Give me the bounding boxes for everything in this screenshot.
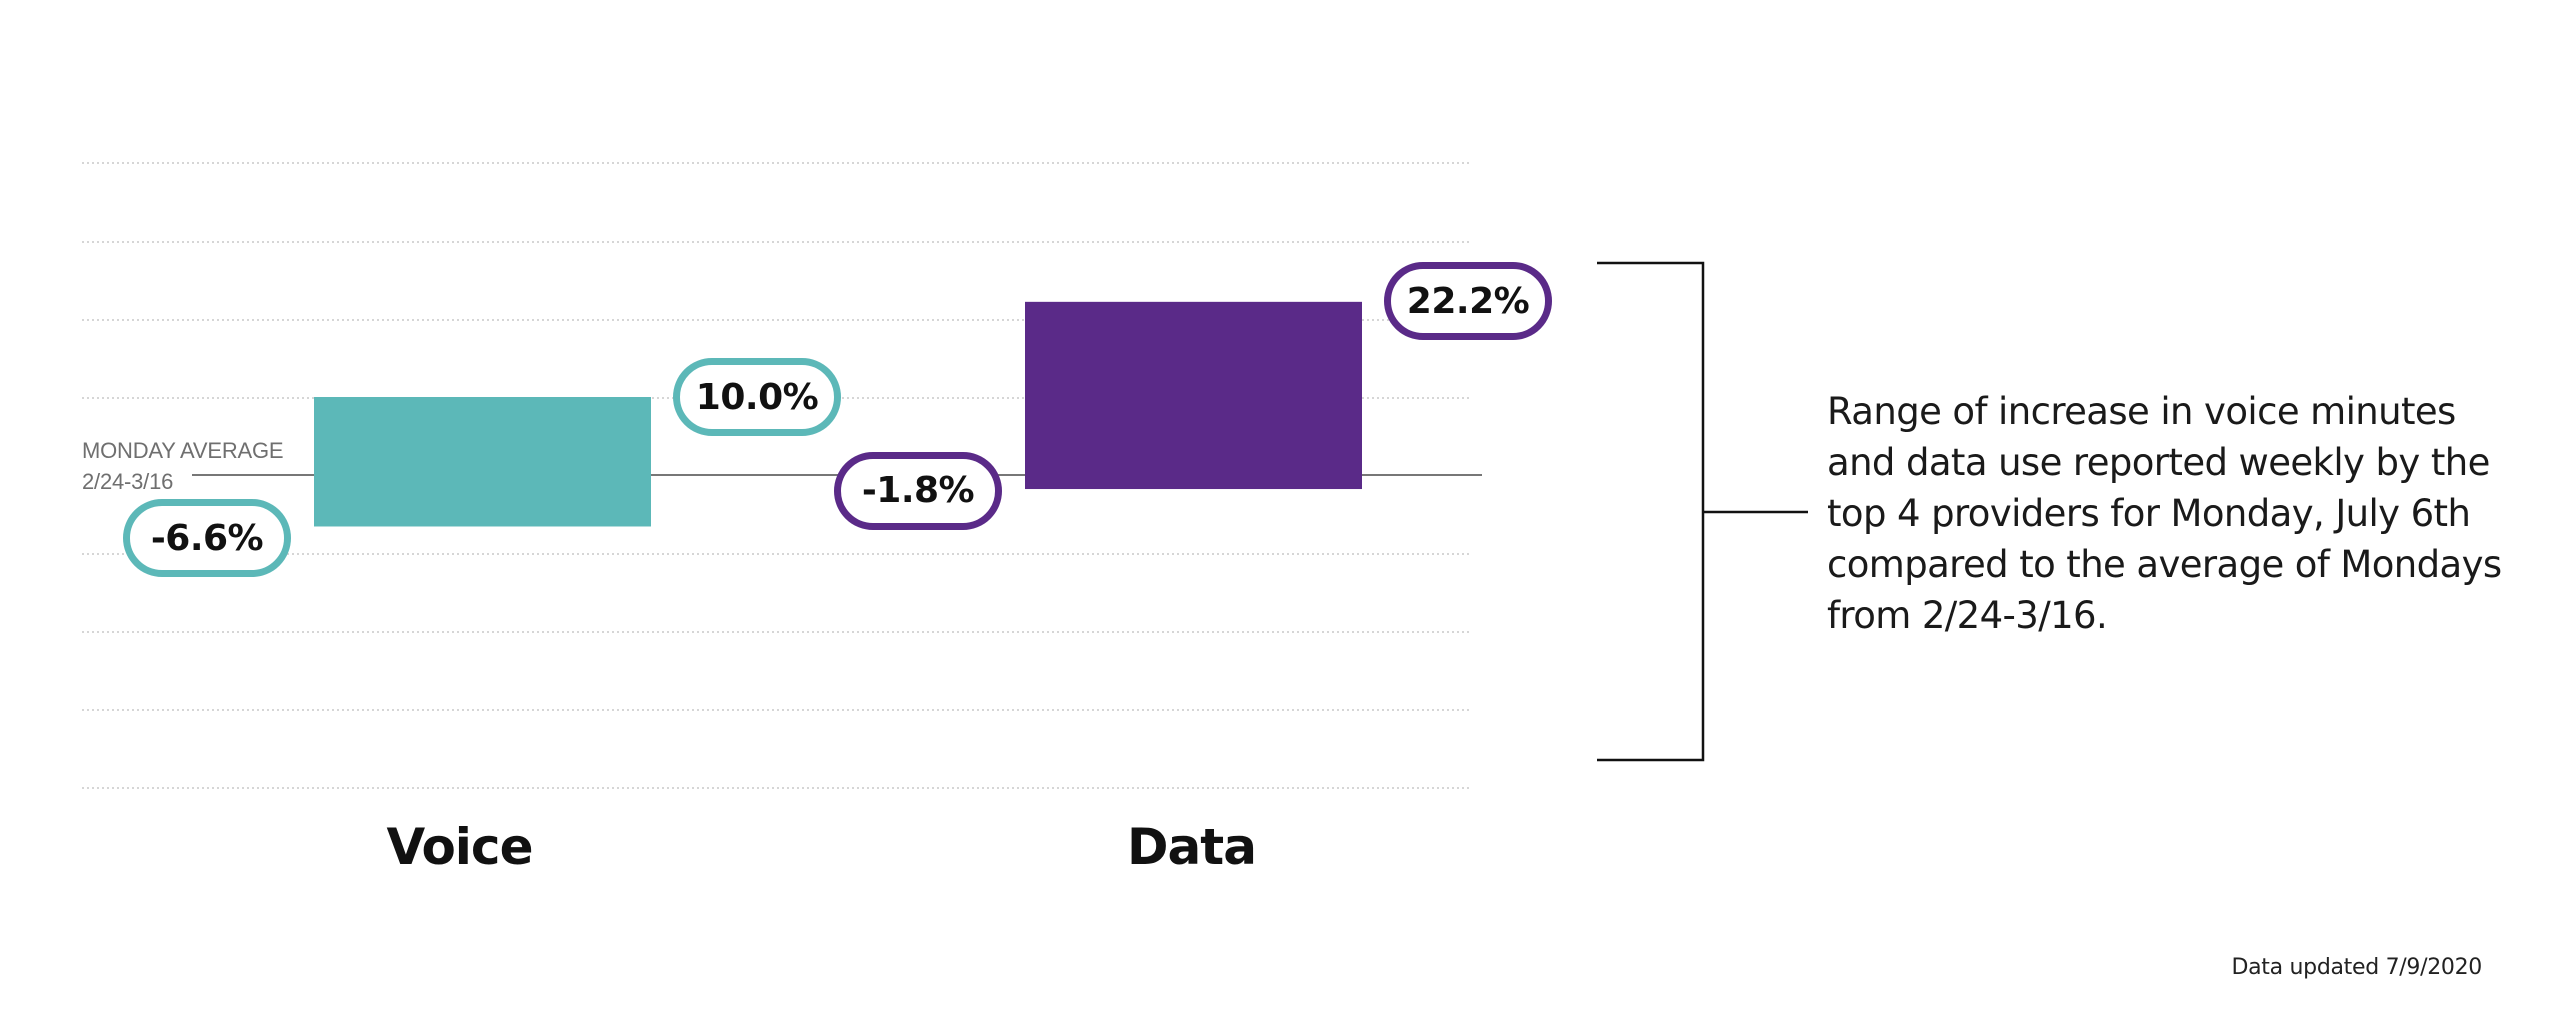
annotation-line: from 2/24-3/16. bbox=[1827, 594, 2108, 637]
annotation-line: Range of increase in voice minutes bbox=[1827, 390, 2456, 433]
annotation-line: top 4 providers for Monday, July 6th bbox=[1827, 492, 2471, 535]
category-label-data: Data bbox=[1127, 818, 1257, 876]
annotation-line: compared to the average of Mondays bbox=[1827, 543, 2502, 586]
baseline-label-title: MONDAY AVERAGE bbox=[82, 438, 284, 463]
data-high-data-label: 22.2% bbox=[1384, 262, 1552, 341]
annotation-line: and data use reported weekly by the bbox=[1827, 441, 2490, 484]
category-label-voice: Voice bbox=[386, 818, 533, 876]
bar-voice bbox=[314, 397, 651, 527]
annotation-text: Range of increase in voice minutes and d… bbox=[1827, 386, 2527, 641]
annotation-bracket bbox=[1597, 261, 1808, 762]
voice-low-data-label: -6.6% bbox=[123, 499, 291, 578]
bar-data bbox=[1025, 301, 1362, 490]
bars bbox=[314, 301, 1362, 527]
data-updated-note: Data updated 7/9/2020 bbox=[2231, 955, 2482, 980]
voice-high-data-label: 10.0% bbox=[673, 358, 841, 436]
baseline-label-dates: 2/24-3/16 bbox=[82, 469, 174, 494]
bracket-shape bbox=[1597, 261, 1808, 762]
data-low-data-label: -1.8% bbox=[834, 451, 1002, 530]
